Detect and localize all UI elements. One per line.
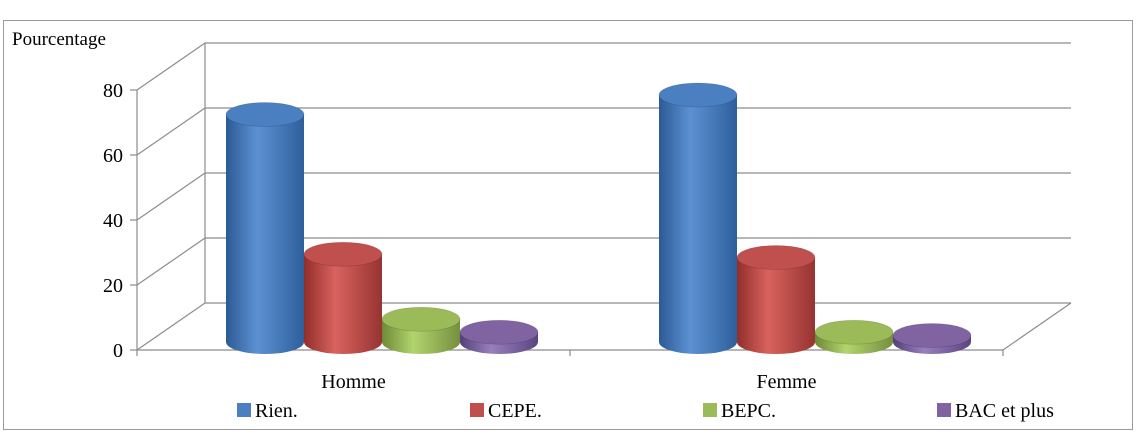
y-axis-title: Pourcentage (12, 29, 106, 50)
gridline-side-40 (136, 172, 206, 221)
legend-item-3: BAC et plus (937, 400, 1054, 422)
bar-rien--homme (225, 102, 305, 354)
gridline-side-80 (136, 42, 206, 91)
y-tick-label: 40 (103, 210, 123, 232)
labels-layer: 0 20 40 60 80 Homme Femme (103, 80, 817, 393)
legend-label: BAC et plus (955, 400, 1054, 422)
legend-label: CEPE. (488, 400, 542, 422)
bar-bepc--homme (381, 306, 461, 354)
legend-label: BEPC. (721, 400, 776, 422)
bar-rien--femme (658, 82, 738, 354)
y-tick-label: 0 (113, 340, 123, 362)
bar-bac-et-plus-homme (459, 319, 539, 354)
legend-item-1: CEPE. (470, 400, 542, 422)
gridline-side-20 (136, 237, 206, 286)
bar-cepe--homme (303, 241, 383, 354)
y-tick-label: 80 (103, 80, 123, 102)
legend-item-0: Rien. (237, 400, 298, 422)
bar-bepc--femme (814, 319, 894, 354)
bar-bac-et-plus-femme (892, 323, 972, 354)
legend-label: Rien. (255, 400, 298, 422)
legend-swatch (703, 403, 717, 417)
y-tick-label: 20 (103, 275, 123, 297)
gridline-side-60 (136, 107, 206, 156)
legend-item-2: BEPC. (703, 400, 776, 422)
legend-swatch (237, 403, 251, 417)
floor-right-edge (1002, 302, 1072, 351)
bar-cepe--femme (736, 245, 816, 354)
y-tick-label: 60 (103, 145, 123, 167)
gridline-side-0 (136, 302, 206, 351)
x-tick-label: Homme (321, 371, 386, 393)
chart-border (3, 20, 1133, 430)
x-tick-label: Femme (757, 371, 817, 393)
legend-swatch (937, 403, 951, 417)
bars-layer (225, 82, 972, 354)
legend-swatch (470, 403, 484, 417)
legend: Rien. CEPE. BEPC. BAC et plus (237, 400, 1054, 422)
